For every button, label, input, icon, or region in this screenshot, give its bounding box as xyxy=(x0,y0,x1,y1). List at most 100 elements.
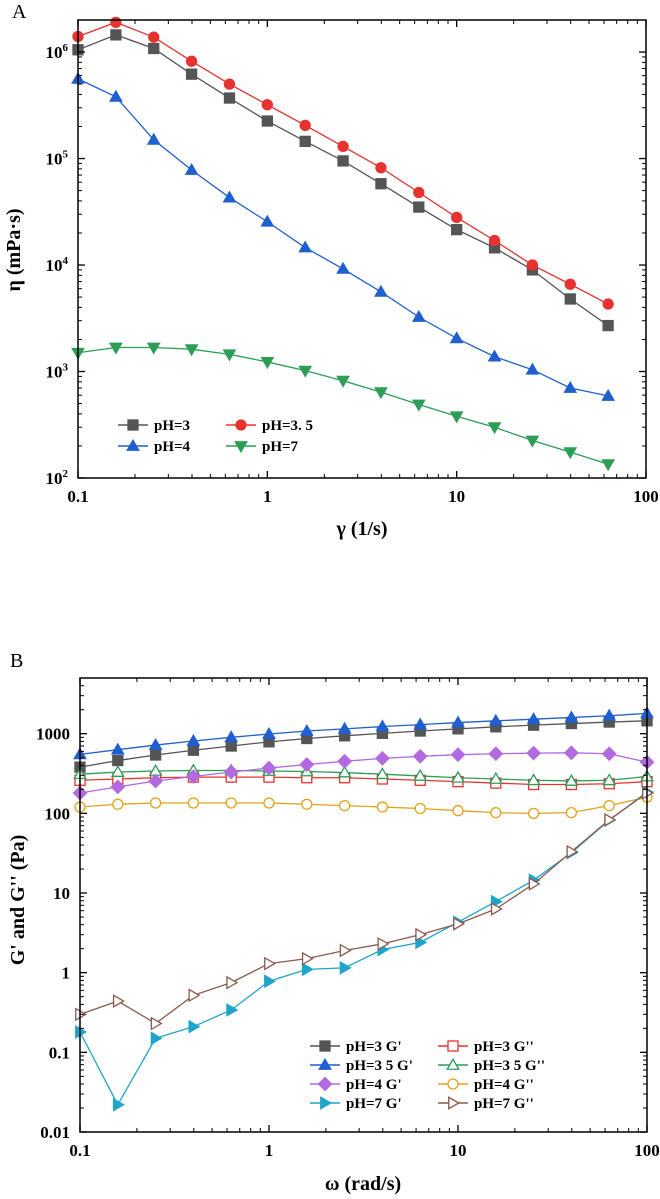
point-ph-4-g xyxy=(565,807,578,819)
point-ph-3-5 xyxy=(261,99,273,111)
legend-marker xyxy=(447,1078,459,1090)
y-tick-label: 105 xyxy=(46,149,69,169)
point-ph-4-g xyxy=(110,779,126,795)
legend: pH=3 G' pH=3 G'' pH=3 5 G' pH=3 5 G'' pH=4 G… xyxy=(310,1039,545,1112)
point-ph-4 xyxy=(374,284,388,297)
x-tick-label: 100 xyxy=(634,1141,660,1160)
point-ph-3-5-g xyxy=(526,773,541,786)
point-ph-7-g xyxy=(226,975,239,990)
point-ph-3-5 xyxy=(110,16,122,29)
y-tick-label: 1 xyxy=(62,964,71,983)
point-ph-4 xyxy=(525,362,540,375)
legend-label: pH=3. 5 xyxy=(262,418,313,434)
legend-item-ph-3: pH=3 xyxy=(118,418,190,434)
point-ph-7-g xyxy=(301,962,314,977)
point-ph-3 xyxy=(564,293,576,305)
point-ph-7 xyxy=(222,349,237,362)
point-ph-4-g xyxy=(490,807,502,819)
point-ph-3-5-g xyxy=(602,708,617,721)
panel-a-letter: A xyxy=(12,1,27,23)
point-ph-7-g xyxy=(264,974,277,989)
point-ph-4-g xyxy=(261,760,277,776)
point-ph-4 xyxy=(487,349,502,362)
point-ph-7-g xyxy=(112,994,125,1008)
x-tick-label: 1 xyxy=(263,487,272,506)
point-ph-3 xyxy=(148,42,160,55)
legend-marker xyxy=(317,1076,333,1092)
point-ph-3-5 xyxy=(148,31,160,43)
point-ph-4 xyxy=(222,190,237,203)
point-ph-4-g xyxy=(112,798,124,810)
legend-marker xyxy=(318,1057,332,1070)
point-ph-4-g xyxy=(225,797,237,809)
point-ph-7 xyxy=(146,342,161,355)
point-ph-4-g xyxy=(148,773,164,789)
point-ph-4-g xyxy=(149,797,162,809)
point-ph-4-g xyxy=(452,805,464,817)
x-axis-title-b: ω (rad/s) xyxy=(325,1173,401,1195)
x-tick-label: 0.1 xyxy=(67,487,88,506)
point-ph-7 xyxy=(336,375,350,388)
point-ph-4-g xyxy=(338,799,351,812)
point-ph-3 xyxy=(413,201,425,213)
point-ph-4 xyxy=(108,89,123,102)
point-ph-4 xyxy=(336,261,350,274)
point-ph-3-5 xyxy=(602,298,614,310)
point-ph-3-5-g xyxy=(451,715,465,728)
point-ph-7-g xyxy=(490,902,503,916)
point-ph-7-g xyxy=(415,927,428,942)
legend-item-ph-3-5-g: pH=3 5 G'' xyxy=(438,1057,545,1074)
point-ph-4 xyxy=(411,309,426,322)
point-ph-4 xyxy=(563,380,578,393)
legend: pH=3 pH=3. 5 pH=4 pH=7 xyxy=(118,418,313,455)
point-ph-7-g xyxy=(528,877,541,891)
point-ph-4-g xyxy=(301,798,313,810)
y-tick-label: 100 xyxy=(45,804,71,823)
point-ph-7 xyxy=(184,344,199,357)
point-ph-3-g xyxy=(225,740,237,752)
point-ph-4 xyxy=(601,388,616,401)
y-tick-label: 103 xyxy=(46,362,69,382)
x-tick-label: 10 xyxy=(450,1141,467,1160)
point-ph-4 xyxy=(449,331,464,344)
series-ph-4-g xyxy=(74,791,653,819)
point-ph-3-5-g xyxy=(148,737,163,750)
point-ph-3 xyxy=(299,135,311,148)
point-ph-7-g xyxy=(453,916,466,931)
x-tick-label: 1 xyxy=(265,1141,274,1160)
point-ph-4 xyxy=(184,162,199,175)
point-ph-7-g xyxy=(264,956,277,971)
line-ph-3-5-g xyxy=(79,769,648,782)
point-ph-3-5 xyxy=(526,259,539,271)
point-ph-4-g xyxy=(488,746,504,762)
point-ph-3-5-g xyxy=(564,773,579,786)
point-ph-3 xyxy=(261,115,273,127)
point-ph-4-g xyxy=(374,750,390,766)
y-axis-title-a: η (mPa·s) xyxy=(3,208,25,291)
point-ph-4-g xyxy=(412,748,428,764)
point-ph-4-g xyxy=(601,746,617,762)
panel-a: A 0.1 1 10 100 102 103 104 105 106 γ (1/s) η (mP… xyxy=(3,1,659,540)
point-ph-7-g xyxy=(339,960,352,975)
legend-item-ph-3-g: pH=3 G'' xyxy=(438,1039,534,1055)
point-ph-7 xyxy=(487,422,502,435)
point-ph-4 xyxy=(298,240,313,253)
point-ph-7-g xyxy=(226,1003,239,1017)
point-ph-7 xyxy=(260,357,275,369)
point-ph-3-5-g xyxy=(299,723,314,736)
legend-label: pH=4 G' xyxy=(346,1077,402,1093)
series-ph-7-g xyxy=(75,786,655,1031)
line-ph-3-g xyxy=(79,720,648,768)
point-ph-7 xyxy=(563,447,578,460)
point-ph-4-g xyxy=(527,807,540,819)
line-ph-3 xyxy=(77,34,609,327)
line-ph-7-g xyxy=(79,791,648,1107)
legend-marker xyxy=(447,1040,459,1052)
x-axis-title-a: γ (1/s) xyxy=(335,518,387,540)
point-ph-4-g xyxy=(563,745,579,761)
line-ph-3-g xyxy=(79,776,648,786)
legend-marker xyxy=(234,441,248,454)
legend-item-ph-3-5-g: pH=3 5 G' xyxy=(310,1057,413,1074)
